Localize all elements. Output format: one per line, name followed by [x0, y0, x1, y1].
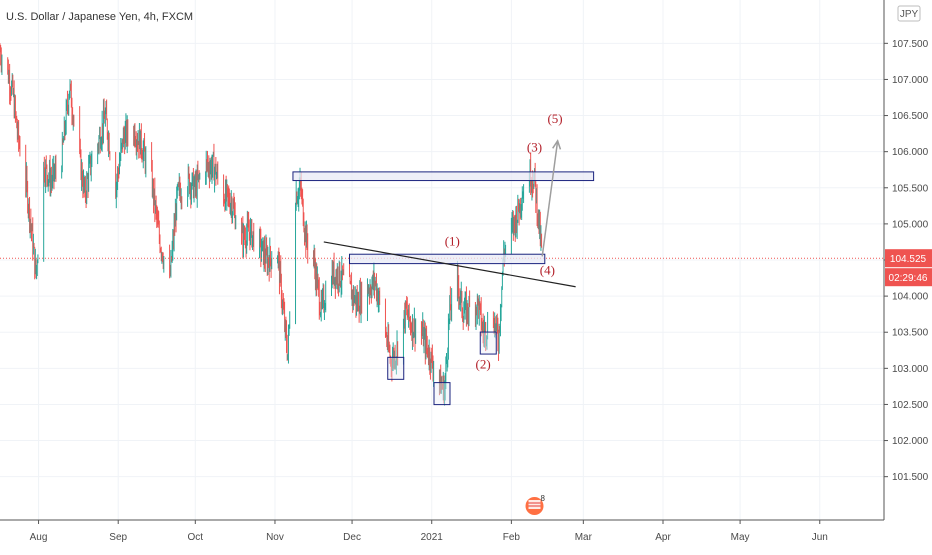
wave-label: (2) [476, 356, 491, 371]
low-box-jan [433, 382, 451, 406]
currency-badge[interactable]: JPY [897, 5, 921, 22]
x-tick-label: Dec [343, 532, 361, 543]
low-box-late-jan [479, 331, 497, 355]
x-tick-label: Aug [30, 532, 48, 543]
y-tick-label: 103.500 [892, 328, 929, 339]
countdown-tag [885, 268, 932, 287]
x-tick-label: Oct [188, 532, 204, 543]
y-tick-label: 107.500 [892, 39, 929, 50]
wave-label: (3) [527, 140, 542, 155]
y-tick-label: 101.500 [892, 472, 929, 483]
overlays: (1) (2) (3) (4) (5) 8 [0, 111, 884, 515]
y-tick-label: 102.500 [892, 400, 929, 411]
y-tick-label: 103.000 [892, 364, 929, 375]
last-price-value: 104.525 [890, 254, 927, 265]
x-tick-label: May [731, 532, 750, 543]
wave-label: (5) [547, 111, 562, 126]
x-tick-label: Jun [812, 532, 828, 543]
x-tick-label: Feb [503, 532, 521, 543]
x-tick-label: Sep [109, 532, 127, 543]
candles [0, 43, 543, 406]
y-tick-label: 105.500 [892, 183, 929, 194]
trendline [323, 241, 576, 288]
countdown-value: 02:29:46 [889, 273, 928, 284]
support-zone-mid [348, 253, 546, 265]
x-tick-label: Apr [655, 532, 671, 543]
chart-title: U.S. Dollar / Japanese Yen, 4h, FXCM [6, 11, 193, 23]
y-tick-label: 105.000 [892, 219, 929, 230]
axes: 101.500 102.000 102.500 103.000 103.500 104.0… [0, 0, 932, 543]
y-tick-label: 107.000 [892, 75, 929, 86]
resistance-zone-top [292, 171, 595, 182]
low-box-dec [387, 356, 405, 380]
y-tick-label: 106.000 [892, 147, 929, 158]
projection-arrow-shaft [541, 140, 559, 257]
x-tick-label: Nov [266, 532, 284, 543]
wave-label: (4) [540, 262, 555, 277]
currency-label: JPY [900, 9, 919, 20]
y-tick-label: 104.000 [892, 292, 929, 303]
flag-icon [528, 500, 541, 509]
event-badge-count: 8 [541, 494, 546, 503]
last-price-tag [885, 249, 932, 268]
projection-arrow-head [552, 139, 562, 150]
wave-label: (1) [445, 234, 460, 249]
x-tick-label: 2021 [421, 532, 444, 543]
x-tick-label: Mar [575, 532, 593, 543]
y-tick-label: 106.500 [892, 111, 929, 122]
y-tick-label: 102.000 [892, 436, 929, 447]
